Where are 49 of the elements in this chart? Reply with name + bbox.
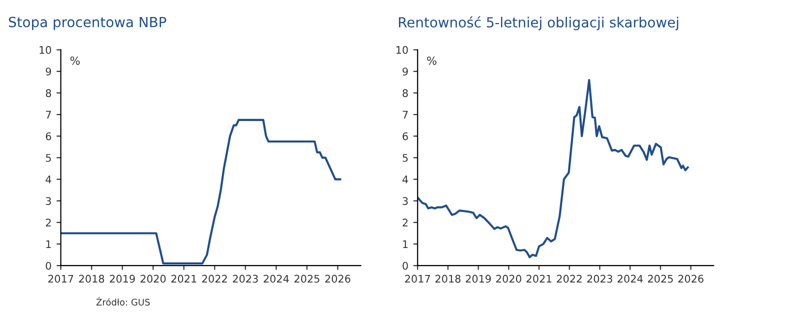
x-tick-label: 2018 [79, 274, 104, 283]
x-tick-label: 2017 [48, 274, 74, 283]
x-tick-label: 2023 [232, 274, 258, 283]
y-tick-label: 0 [46, 262, 52, 270]
x-tick-label: 2025 [294, 274, 320, 283]
x-tick-label: 2024 [618, 274, 643, 283]
x-tick-label: 2026 [325, 274, 350, 283]
x-tick-label: 2018 [435, 274, 460, 283]
y-tick-label: 3 [46, 197, 51, 205]
x-tick-label: 2021 [171, 274, 196, 283]
y-tick-label: 5 [402, 154, 408, 162]
y-tick-label: 8 [402, 89, 408, 98]
y-axis-title: % [70, 56, 80, 65]
y-tick-label: 5 [46, 154, 51, 162]
x-tick-label: 2019 [110, 274, 135, 283]
y-tick-label: 9 [46, 68, 52, 76]
y-tick-label: 9 [402, 68, 408, 76]
x-tick-label: 2019 [466, 274, 491, 283]
y-tick-label: 10 [396, 46, 408, 54]
y-tick-label: 10 [40, 46, 52, 54]
y-tick-label: 4 [402, 176, 408, 184]
x-tick-label: 2025 [648, 274, 673, 283]
y-tick-label: 2 [46, 218, 51, 226]
y-tick-label: 2 [402, 218, 408, 226]
y-tick-label: 7 [46, 110, 51, 118]
y-tick-label: 6 [402, 132, 408, 140]
y-tick-label: 8 [46, 89, 52, 98]
y-tick-label: 1 [46, 240, 51, 248]
y-tick-label: 3 [402, 197, 408, 205]
x-tick-label: 2020 [140, 274, 166, 283]
y-tick-label: 0 [402, 262, 408, 270]
line-series [60, 118, 342, 264]
y-tick-label: 7 [402, 110, 408, 118]
y-axis-title: % [427, 56, 436, 65]
x-tick-label: 2017 [405, 274, 430, 283]
chart-title: Rentowność 5-letniej obligacji skarbowej [398, 16, 678, 30]
x-tick-label: 2020 [496, 274, 522, 283]
text: Źródło: GUS [96, 297, 150, 306]
y-tick-label: 6 [46, 132, 52, 140]
x-tick-label: 2026 [678, 274, 704, 283]
x-tick-label: 2022 [202, 274, 227, 283]
chart-title: Stopa procentowa NBP [8, 16, 166, 30]
x-tick-label: 2021 [526, 274, 552, 283]
x-tick-label: 2022 [556, 274, 582, 283]
x-tick-label: 2023 [587, 274, 612, 283]
x-tick-label: 2024 [264, 274, 289, 283]
line-series [418, 78, 689, 258]
y-tick-label: 1 [403, 240, 408, 248]
y-tick-label: 4 [46, 176, 52, 184]
